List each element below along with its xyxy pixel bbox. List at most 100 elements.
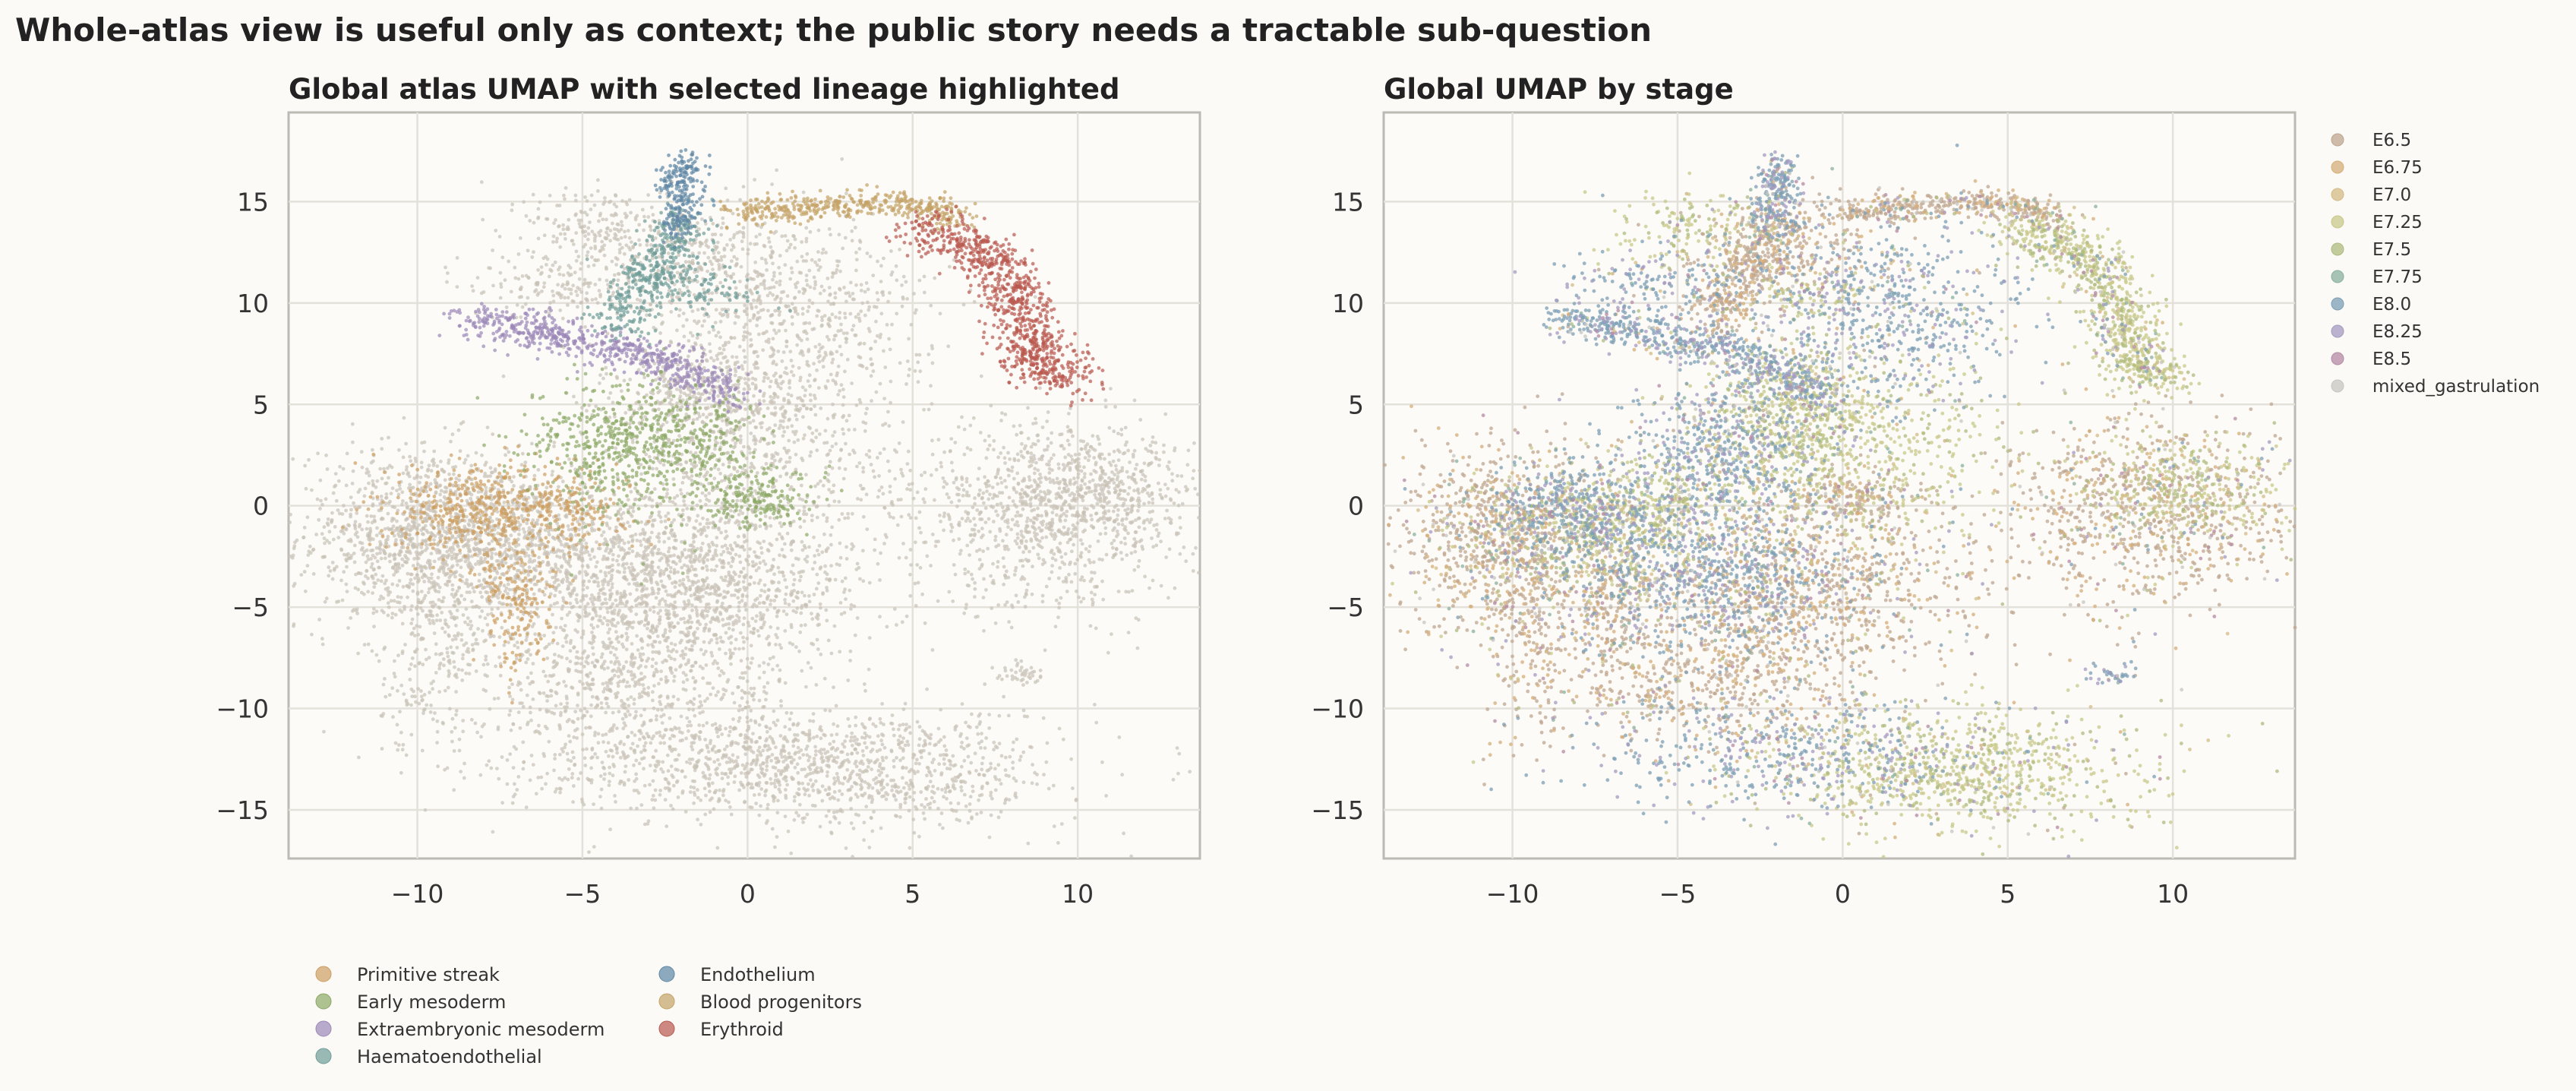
cell-point: [827, 578, 832, 583]
cell-point: [572, 394, 576, 399]
cell-point: [766, 608, 769, 612]
cell-point: [700, 566, 705, 571]
cell-point: [743, 303, 747, 308]
cell-point: [706, 255, 711, 260]
cell-point: [682, 616, 686, 621]
cell-point: [397, 483, 402, 488]
cell-point: [739, 438, 743, 442]
cell-point: [658, 501, 663, 506]
cell-point: [762, 283, 766, 287]
cell-point: [775, 168, 778, 172]
cell-point: [821, 483, 826, 488]
cell-point: [426, 558, 431, 563]
cell-point: [816, 581, 821, 585]
cell-point: [788, 417, 791, 422]
cell-point: [616, 510, 620, 514]
cell-point: [367, 481, 371, 485]
cell-point: [820, 550, 825, 555]
cell-point: [854, 315, 858, 319]
cell-point: [600, 239, 605, 244]
cell-point: [889, 400, 892, 405]
cell-point: [850, 239, 854, 243]
cell-point: [904, 382, 908, 386]
cell-point: [481, 217, 485, 222]
cell-point: [778, 386, 783, 391]
cell-point: [369, 565, 374, 569]
cell-point: [339, 530, 343, 533]
cell-point: [851, 217, 856, 222]
cell-point: [354, 572, 358, 577]
cell-point: [386, 537, 390, 542]
cell-point: [844, 337, 849, 341]
cell-point: [803, 623, 807, 628]
cell-point: [665, 560, 669, 564]
cell-point: [899, 467, 903, 472]
cell-point: [711, 520, 715, 524]
cell-point: [756, 581, 761, 586]
cell-point: [833, 577, 838, 582]
cell-point: [847, 413, 851, 418]
cell-point: [806, 309, 810, 314]
cell-point: [657, 532, 661, 536]
cell-point: [800, 311, 805, 316]
cell-point: [371, 482, 375, 486]
cell-point: [783, 629, 788, 633]
cell-point: [668, 546, 671, 551]
cell-point: [587, 495, 592, 500]
cell-point: [797, 497, 802, 501]
cell-point: [741, 622, 746, 627]
cell-point: [827, 286, 832, 289]
cell-point: [609, 538, 613, 542]
cell-point: [689, 451, 693, 454]
cell-point: [854, 568, 859, 571]
cell-point: [402, 605, 406, 609]
cell-point: [333, 472, 338, 476]
cell-point: [450, 432, 455, 437]
cell-point: [331, 537, 336, 542]
cell-point: [743, 355, 747, 359]
cell-point: [654, 628, 658, 632]
cell-point: [766, 549, 771, 553]
cell-point: [712, 476, 717, 481]
cell-point: [907, 513, 911, 517]
cell-point: [845, 331, 849, 335]
cell-point: [590, 593, 594, 597]
cell-point: [371, 611, 376, 615]
cell-point: [554, 578, 558, 583]
cell-point: [794, 610, 798, 615]
cell-point: [826, 299, 830, 304]
cell-point: [536, 207, 541, 211]
cell-point: [922, 407, 926, 412]
cell-point: [739, 264, 743, 269]
cell-point: [586, 550, 590, 554]
cell-point: [347, 523, 352, 528]
cell-point: [825, 618, 829, 623]
cell-point: [598, 381, 601, 385]
cell-point: [750, 656, 754, 660]
cell-point: [762, 244, 767, 248]
cell-point: [741, 226, 746, 230]
cell-point: [408, 581, 412, 586]
cell-point: [401, 499, 405, 503]
cell-point: [558, 245, 563, 249]
cell-point: [580, 526, 585, 530]
cell-point: [390, 582, 395, 587]
cell-point: [372, 585, 377, 589]
cell-point: [733, 583, 737, 587]
cell-point: [771, 277, 775, 282]
cell-point: [654, 596, 658, 600]
cell-point: [709, 356, 713, 360]
cell-point: [352, 552, 356, 555]
cell-point: [346, 626, 350, 630]
cell-point: [403, 554, 407, 558]
cell-point: [828, 318, 832, 323]
cell-point: [781, 574, 786, 578]
cell-point: [671, 477, 676, 481]
cell-point: [747, 554, 751, 558]
cell-point: [777, 265, 781, 270]
cell-point: [392, 573, 396, 577]
cell-point: [734, 441, 737, 445]
cell-point: [316, 451, 320, 456]
cell-point: [592, 263, 596, 267]
cell-point: [775, 626, 780, 631]
